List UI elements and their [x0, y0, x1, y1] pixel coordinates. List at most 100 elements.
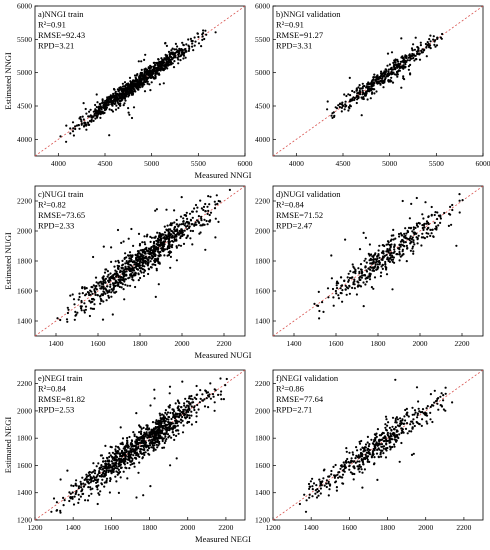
data-point	[104, 460, 107, 463]
data-point	[150, 441, 153, 444]
data-point	[197, 215, 200, 218]
data-point	[182, 408, 185, 411]
data-point	[110, 288, 113, 291]
y-axis-label: Estimated NNGI	[3, 52, 13, 110]
data-point	[139, 436, 142, 439]
data-point	[391, 288, 394, 291]
data-point	[186, 421, 189, 424]
data-point	[81, 292, 84, 295]
data-point	[190, 414, 193, 417]
data-point	[141, 241, 144, 244]
data-point	[164, 248, 167, 251]
data-point	[351, 97, 354, 100]
data-point	[298, 502, 301, 506]
data-point	[68, 499, 71, 503]
data-point	[140, 432, 143, 436]
data-point	[183, 414, 186, 417]
data-point	[410, 202, 413, 205]
data-point	[359, 465, 362, 468]
data-point	[72, 134, 75, 137]
data-point	[390, 429, 393, 432]
y-tick-label: 5500	[255, 35, 270, 44]
data-point	[140, 445, 143, 448]
data-point	[125, 274, 128, 277]
data-point	[125, 444, 128, 447]
data-point	[135, 261, 138, 264]
data-point	[396, 430, 399, 433]
data-point	[104, 462, 107, 465]
data-point	[181, 41, 184, 44]
data-point	[368, 273, 371, 276]
data-point	[165, 413, 168, 416]
data-point	[440, 37, 443, 40]
data-point	[93, 303, 96, 306]
stats-annotation: R²=0.86	[276, 384, 304, 394]
data-point	[428, 38, 431, 41]
data-point	[178, 47, 181, 51]
data-point	[138, 77, 141, 81]
data-point	[139, 264, 142, 267]
data-point	[334, 106, 337, 109]
data-point	[105, 470, 108, 473]
data-point	[330, 473, 333, 476]
data-point	[421, 418, 424, 421]
stats-annotation: RMSE=77.64	[276, 394, 324, 404]
data-point	[384, 423, 387, 426]
data-point	[364, 453, 367, 456]
data-point	[429, 405, 432, 408]
data-point	[124, 454, 127, 457]
data-point	[176, 424, 179, 427]
data-point	[157, 444, 160, 447]
data-point	[87, 494, 91, 497]
data-point	[421, 232, 424, 235]
y-tick-label: 1600	[17, 461, 32, 470]
data-point	[322, 469, 325, 472]
data-point	[405, 244, 408, 247]
data-point	[427, 215, 430, 218]
data-point	[182, 222, 185, 226]
data-point	[377, 456, 380, 459]
data-point	[191, 216, 194, 219]
data-point	[195, 420, 198, 424]
data-point	[151, 431, 155, 434]
data-point	[217, 220, 220, 223]
data-point	[340, 103, 343, 106]
data-point	[191, 210, 194, 213]
data-point	[308, 487, 311, 490]
data-point	[122, 453, 125, 456]
data-point	[101, 98, 104, 101]
data-point	[155, 267, 158, 270]
data-point	[368, 90, 371, 93]
data-point	[334, 480, 338, 483]
data-point	[433, 221, 436, 224]
data-point	[415, 58, 418, 61]
data-point	[74, 310, 77, 313]
data-point	[404, 241, 407, 244]
data-point	[351, 286, 354, 289]
data-point	[135, 412, 138, 415]
data-point	[110, 295, 113, 298]
data-point	[379, 451, 382, 454]
data-point	[98, 112, 101, 115]
data-point	[430, 214, 433, 217]
data-point	[149, 76, 152, 79]
data-point	[116, 284, 120, 287]
data-point	[311, 477, 314, 480]
data-point	[158, 64, 161, 67]
data-point	[110, 446, 113, 449]
data-point	[59, 478, 62, 481]
data-point	[375, 452, 379, 455]
data-point	[375, 443, 378, 446]
data-point	[84, 483, 87, 486]
data-point	[372, 260, 375, 263]
data-point	[87, 291, 90, 295]
y-tick-label: 1200	[255, 516, 270, 525]
data-point	[397, 60, 400, 63]
data-point	[417, 47, 420, 50]
data-point	[109, 477, 112, 480]
data-point	[187, 410, 190, 413]
data-point	[400, 65, 403, 69]
data-point	[170, 63, 173, 66]
data-point	[204, 210, 207, 213]
y-tick-label: 1600	[17, 287, 32, 296]
